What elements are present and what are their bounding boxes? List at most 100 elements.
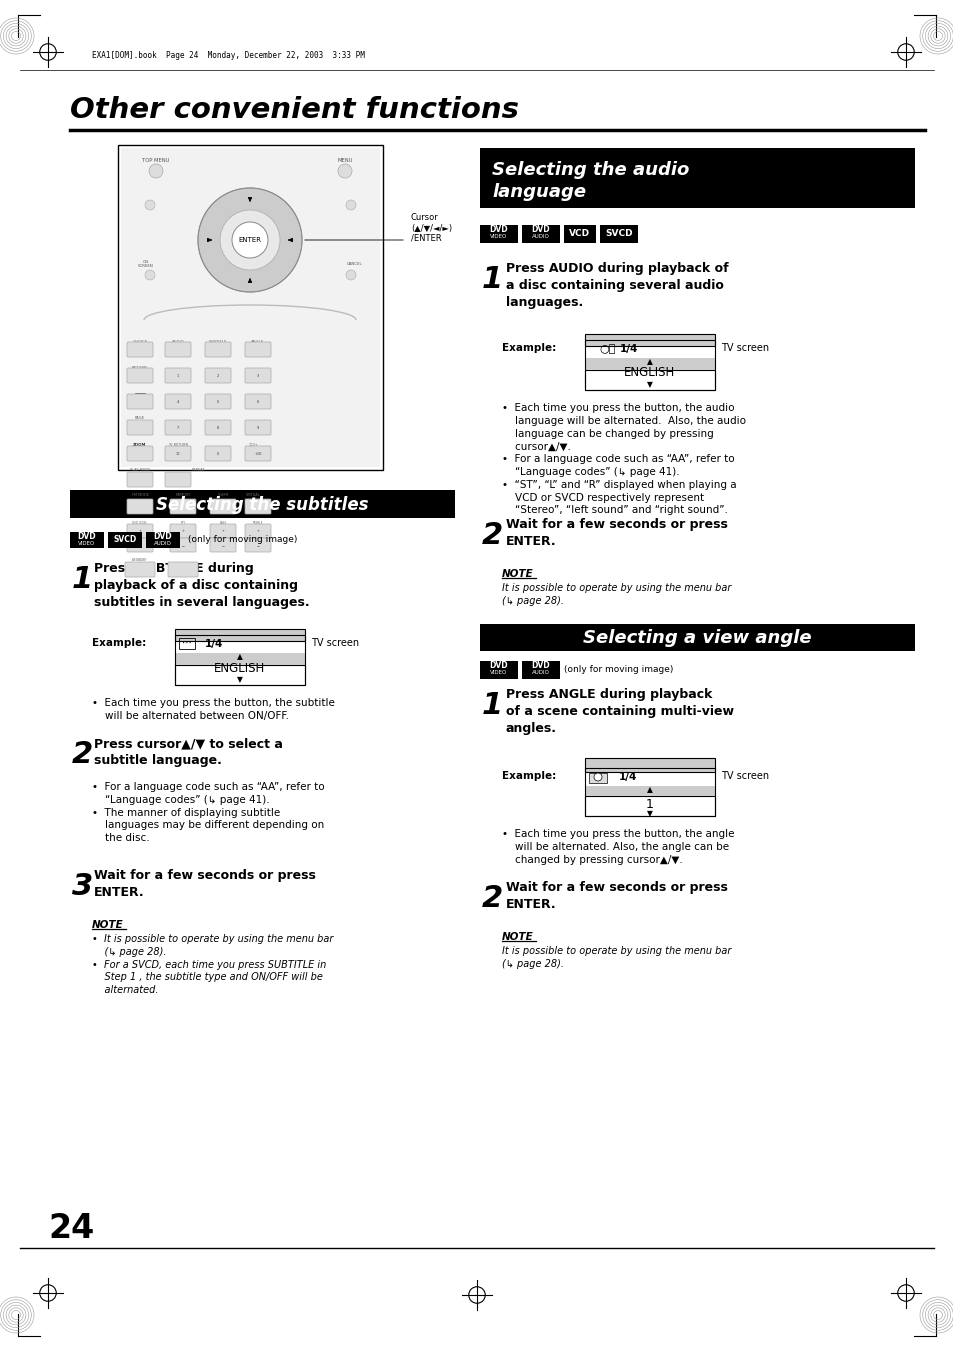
Circle shape [337,163,352,178]
Text: VIDEO: VIDEO [78,540,95,546]
Text: Example:: Example: [501,343,556,353]
Text: Wait for a few seconds or press
ENTER.: Wait for a few seconds or press ENTER. [505,517,727,549]
Bar [70,490,455,517]
Bar [174,635,305,685]
Text: 1/4: 1/4 [205,639,223,648]
Text: 9: 9 [256,426,259,430]
Text: 0: 0 [216,453,219,457]
Text: AUDIO: AUDIO [532,234,549,239]
Text: 5: 5 [216,400,219,404]
Text: −: − [221,543,224,547]
Text: EXA1[DOM].book  Page 24  Monday, December 22, 2003  3:33 PM: EXA1[DOM].book Page 24 Monday, December … [91,50,364,59]
Text: 1: 1 [481,265,503,295]
FancyBboxPatch shape [127,499,152,513]
Text: ▲: ▲ [646,358,652,366]
Text: ▼: ▼ [236,676,243,685]
Bar [563,226,596,243]
Text: PTY: PTY [180,521,186,526]
Text: DVD: DVD [531,226,550,234]
Text: (only for moving image): (only for moving image) [188,535,297,544]
Text: DVD LEVEL: DVD LEVEL [132,521,148,526]
Text: DVD: DVD [77,532,96,540]
Bar [599,226,638,243]
Text: DVD: DVD [153,532,172,540]
FancyBboxPatch shape [165,394,191,409]
Text: +: + [221,530,224,534]
FancyBboxPatch shape [165,342,191,357]
Text: ENTER: ENTER [238,236,261,243]
Text: −: − [138,543,141,547]
FancyBboxPatch shape [205,446,231,461]
FancyBboxPatch shape [127,471,152,486]
Text: ▲: ▲ [646,785,652,794]
Text: ZOOM: ZOOM [133,443,147,447]
Text: NOTE: NOTE [501,569,533,580]
Text: It is possible to operate by using the menu bar
(↳ page 28).: It is possible to operate by using the m… [501,584,731,605]
Text: It is possible to operate by using the menu bar
(↳ page 28).: It is possible to operate by using the m… [501,946,731,969]
Text: ENGLISH: ENGLISH [623,366,675,380]
Circle shape [346,270,355,280]
Text: ENGLISH: ENGLISH [214,662,265,674]
FancyBboxPatch shape [127,524,152,538]
Text: 3: 3 [256,374,259,378]
Text: ON
SCREEN: ON SCREEN [138,259,153,269]
Circle shape [145,200,154,209]
Bar [584,796,714,816]
Text: Wait for a few seconds or press
ENTER.: Wait for a few seconds or press ENTER. [94,869,315,898]
Text: ▲: ▲ [236,653,243,662]
Text: 3: 3 [71,871,93,901]
Bar [146,532,180,549]
Text: 100+: 100+ [248,443,257,447]
Bar [174,630,305,640]
Bar [584,758,714,771]
FancyBboxPatch shape [205,342,231,357]
Text: −: − [181,543,184,547]
Text: BASS: BASS [219,521,227,526]
FancyBboxPatch shape [165,367,191,382]
Circle shape [346,200,355,209]
Bar [174,653,305,665]
Text: 1: 1 [71,565,93,594]
Text: Example:: Example: [91,638,146,648]
Text: •  For a language code such as “AA”, refer to
    “Language codes” (↳ page 41).
: • For a language code such as “AA”, refe… [91,782,324,843]
Text: NOTE: NOTE [501,932,533,942]
Text: TV screen: TV screen [720,771,768,781]
Bar [179,638,194,648]
Text: VIRTUAL: VIRTUAL [246,493,260,497]
FancyBboxPatch shape [127,538,152,553]
Text: ▼: ▼ [646,381,652,389]
Text: 1: 1 [645,798,653,812]
FancyBboxPatch shape [170,499,195,513]
Bar [584,767,714,816]
Text: 1/4: 1/4 [619,345,638,354]
FancyBboxPatch shape [245,499,271,513]
Text: Selecting a view angle: Selecting a view angle [582,630,810,647]
Bar [521,661,559,680]
Text: NOTE: NOTE [91,920,124,929]
Text: A.STANDBY: A.STANDBY [132,558,148,562]
Text: TOP MENU: TOP MENU [142,158,170,163]
Text: 1: 1 [176,374,179,378]
Text: 2: 2 [481,521,503,550]
Text: 1: 1 [481,690,503,720]
FancyBboxPatch shape [127,367,152,382]
Text: SURROUND: SURROUND [245,499,260,503]
Text: +: + [181,530,184,534]
Text: Press cursor▲/▼ to select a
subtitle language.: Press cursor▲/▼ to select a subtitle lan… [94,738,283,767]
Text: CANCEL: CANCEL [347,262,362,266]
Bar [584,786,714,796]
Text: ANGLE: ANGLE [251,340,264,345]
Text: Press AUDIO during playback of
a disc containing several audio
languages.: Press AUDIO during playback of a disc co… [505,262,728,309]
FancyBboxPatch shape [245,446,271,461]
Text: Press ANGLE during playback
of a scene containing multi-view
angles.: Press ANGLE during playback of a scene c… [505,688,733,735]
Bar [121,149,379,467]
Text: ○⧖: ○⧖ [598,345,615,354]
FancyBboxPatch shape [170,538,195,553]
Text: 2: 2 [216,374,219,378]
Circle shape [198,188,302,292]
Bar [479,624,914,651]
FancyBboxPatch shape [245,342,271,357]
Bar [584,771,714,786]
Text: TV screen: TV screen [311,638,358,648]
Text: Cursor
(▲/▼/◄/►)
/ENTER: Cursor (▲/▼/◄/►) /ENTER [411,213,452,243]
